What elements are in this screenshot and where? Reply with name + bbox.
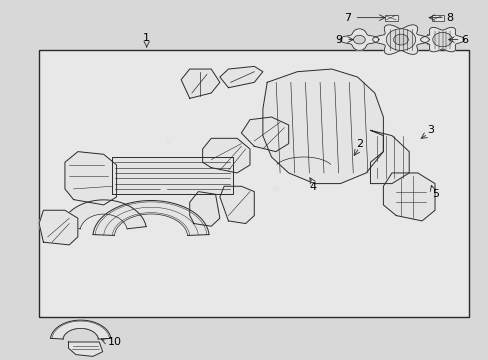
Ellipse shape [161,186,166,192]
Polygon shape [220,186,254,224]
Text: 3: 3 [426,125,433,135]
Bar [384,15,397,21]
Text: 4: 4 [309,182,316,192]
Polygon shape [202,138,249,173]
Text: 6: 6 [460,35,467,45]
Circle shape [386,29,415,50]
Polygon shape [241,117,288,152]
Text: 8: 8 [446,13,452,23]
Bar [39,50,468,317]
Polygon shape [61,200,146,229]
Polygon shape [220,66,263,88]
Ellipse shape [272,186,278,192]
Polygon shape [189,192,220,226]
Circle shape [353,35,365,44]
Text: 1: 1 [143,33,150,43]
Polygon shape [372,25,428,54]
Polygon shape [339,29,378,50]
Polygon shape [112,157,232,194]
Polygon shape [39,210,78,245]
Polygon shape [50,320,111,339]
Ellipse shape [165,138,171,144]
Circle shape [393,34,407,45]
Circle shape [432,32,451,47]
Text: 9: 9 [334,35,341,45]
Polygon shape [263,69,383,184]
Text: 10: 10 [108,337,122,347]
Polygon shape [420,27,464,52]
Polygon shape [370,130,408,184]
Text: 7: 7 [343,13,350,23]
Text: 5: 5 [431,189,438,199]
Text: 2: 2 [355,139,362,149]
Polygon shape [68,342,102,356]
Bar [431,15,443,21]
Polygon shape [65,152,116,205]
Polygon shape [383,173,434,221]
Polygon shape [93,201,208,235]
Ellipse shape [375,162,381,168]
Polygon shape [181,69,220,98]
